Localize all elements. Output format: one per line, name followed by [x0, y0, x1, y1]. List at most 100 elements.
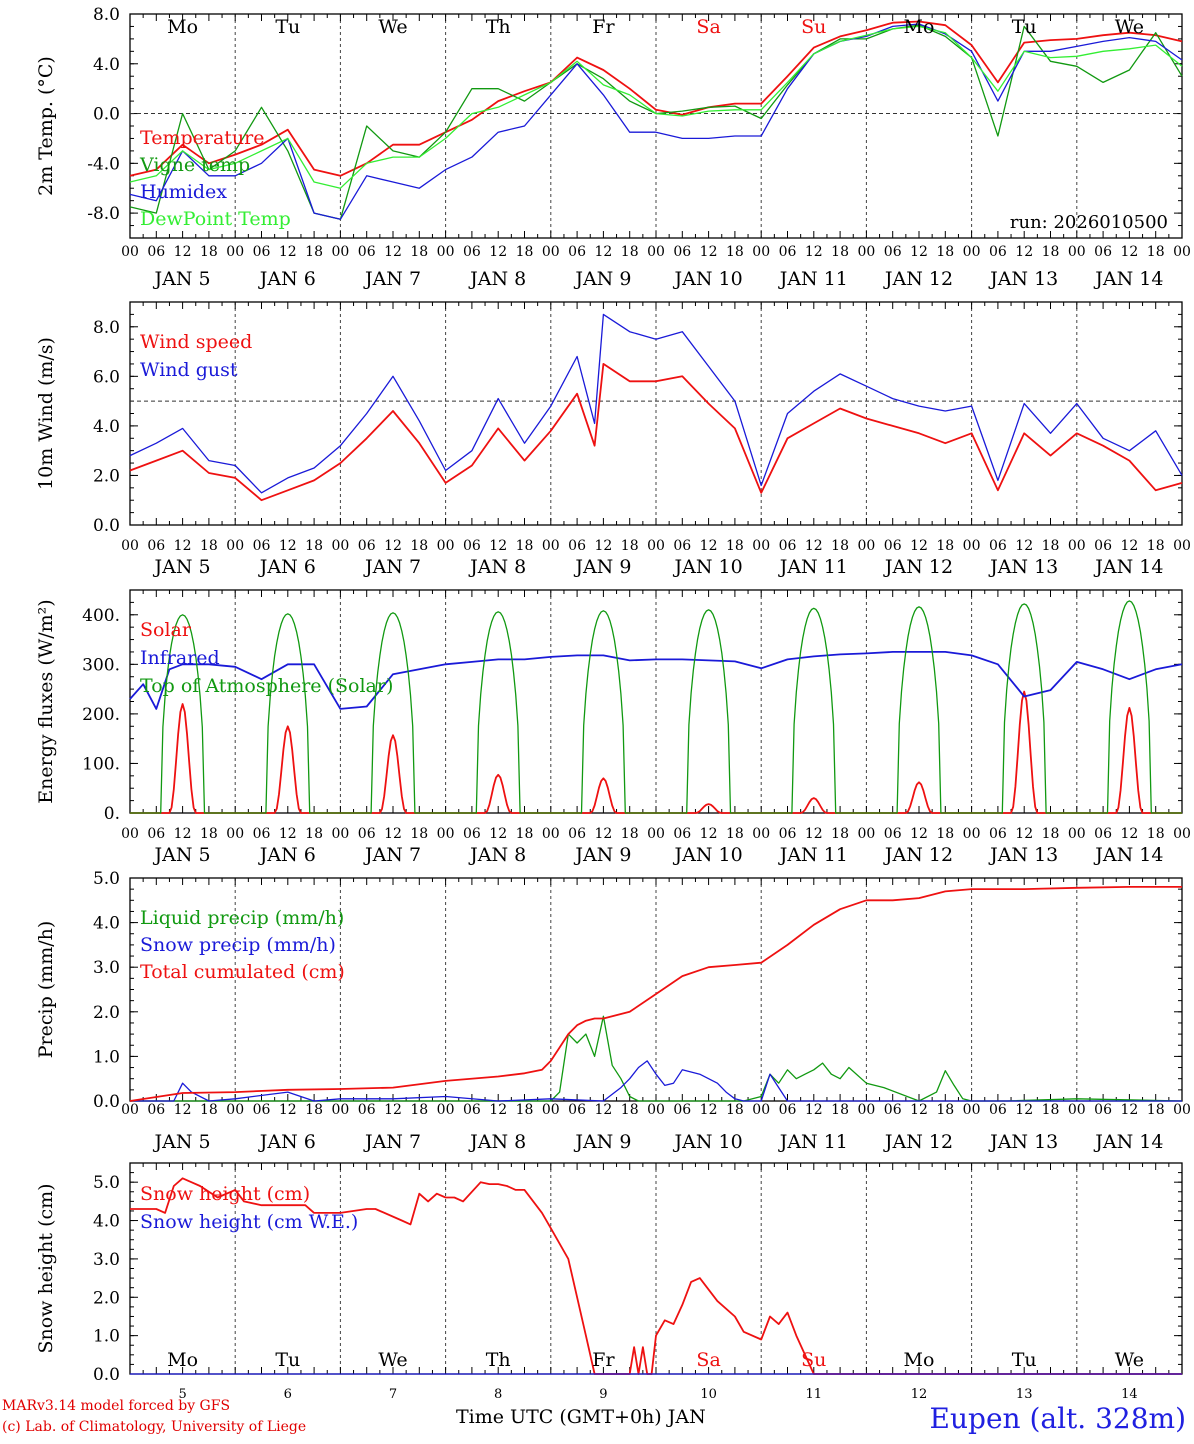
legend-solar: Solar: [140, 619, 192, 641]
hour-tick-label: 06: [358, 1102, 376, 1118]
hour-tick-label: 18: [410, 1102, 428, 1118]
hour-tick-label: 00: [121, 826, 139, 842]
hour-tick-label: 06: [568, 244, 586, 260]
hour-tick-label: 18: [516, 244, 534, 260]
hour-tick-label: 06: [463, 1102, 481, 1118]
date-label: JAN 8: [468, 1131, 526, 1153]
weekday-label: Tu: [275, 16, 300, 38]
hour-tick-label: 00: [1068, 244, 1086, 260]
weekday-label: Tu: [1012, 1349, 1037, 1371]
series-line-wind-gust: [129, 313, 1183, 494]
hour-tick-label: 00: [857, 244, 875, 260]
y-tick-label: 100.: [82, 754, 120, 774]
hour-tick-label: 12: [1015, 1102, 1033, 1118]
date-label: JAN 7: [363, 844, 421, 866]
panel-wind: [129, 301, 1183, 526]
hour-tick-label: 00: [647, 244, 665, 260]
y-tick-label: 1.0: [93, 1327, 120, 1347]
hour-tick-label: 00: [963, 826, 981, 842]
hour-tick-label: 00: [752, 244, 770, 260]
y-tick-label: 4.0: [93, 1212, 120, 1232]
legend-infrared: Infrared: [140, 647, 220, 669]
hour-tick-label: 00: [1068, 1102, 1086, 1118]
y-axis-label: Energy fluxes (W/m²): [35, 599, 57, 803]
hour-tick-label: 06: [673, 1102, 691, 1118]
hour-tick-label: 18: [726, 826, 744, 842]
hour-tick-label: 00: [437, 244, 455, 260]
day-number-label: 8: [494, 1387, 502, 1402]
hour-tick-label: 12: [174, 244, 192, 260]
hour-tick-label: 06: [1094, 1102, 1112, 1118]
hour-tick-label: 18: [1042, 826, 1060, 842]
hour-tick-label: 18: [516, 538, 534, 554]
series-line-snow-precip-mm-h: [130, 1060, 1182, 1102]
weekday-label: Su: [801, 1349, 826, 1371]
hour-tick-label: 00: [121, 538, 139, 554]
hour-tick-label: 12: [1120, 538, 1138, 554]
legend-wind-speed: Wind speed: [140, 331, 252, 353]
weekday-label: Mo: [904, 16, 935, 38]
weekday-label: Su: [801, 16, 826, 38]
hour-tick-label: 18: [726, 1102, 744, 1118]
legend-snow-height-cm-w-e: Snow height (cm W.E.): [140, 1211, 358, 1233]
hour-tick-label: 00: [542, 244, 560, 260]
hour-tick-label: 12: [910, 1102, 928, 1118]
hour-tick-label: 18: [200, 1102, 218, 1118]
panel-snow: [129, 1162, 1183, 1375]
date-label: JAN 11: [778, 268, 848, 290]
panel-energy: [129, 589, 1183, 814]
panel-temp: [129, 13, 1183, 239]
weekday-label: Sa: [696, 16, 720, 38]
hour-tick-label: 18: [1147, 244, 1165, 260]
hour-tick-label: 18: [305, 1102, 323, 1118]
date-label: JAN 5: [153, 1131, 211, 1153]
credit-lab: (c) Lab. of Climatology, University of L…: [2, 1419, 307, 1435]
hour-tick-label: 18: [726, 244, 744, 260]
y-tick-label: 6.0: [93, 367, 120, 387]
hour-tick-label: 06: [989, 538, 1007, 554]
hour-tick-label: 06: [253, 1102, 271, 1118]
hour-tick-label: 12: [700, 538, 718, 554]
hour-tick-label: 18: [305, 538, 323, 554]
hour-tick-label: 00: [1068, 538, 1086, 554]
hour-tick-label: 06: [463, 826, 481, 842]
series-line-liquid-precip-mm-h: [130, 1015, 1183, 1102]
y-tick-label: 5.0: [93, 869, 120, 889]
weekday-label: We: [378, 1349, 407, 1371]
legend-total-cumulated-cm: Total cumulated (cm): [140, 961, 345, 983]
hour-tick-label: 06: [1094, 538, 1112, 554]
y-tick-label: 3.0: [93, 1250, 120, 1270]
hour-tick-label: 06: [568, 1102, 586, 1118]
hour-tick-label: 12: [594, 538, 612, 554]
y-tick-label: 200.: [82, 705, 120, 725]
day-number-label: 14: [1121, 1387, 1138, 1402]
hour-tick-label: 00: [963, 244, 981, 260]
hour-tick-label: 06: [147, 826, 165, 842]
hour-tick-label: 00: [226, 538, 244, 554]
hour-tick-label: 06: [1094, 244, 1112, 260]
hour-tick-label: 12: [489, 826, 507, 842]
weekday-label: Fr: [592, 1349, 615, 1371]
weekday-label: Mo: [904, 1349, 935, 1371]
credit-model: MARv3.14 model forced by GFS: [2, 1398, 231, 1414]
hour-tick-label: 06: [147, 538, 165, 554]
hour-tick-label: 00: [226, 244, 244, 260]
hour-tick-label: 12: [384, 826, 402, 842]
panel-frame: [129, 13, 1183, 239]
hour-tick-label: 18: [936, 1102, 954, 1118]
date-label: JAN 11: [778, 844, 848, 866]
hour-tick-label: 18: [936, 538, 954, 554]
hour-tick-label: 00: [121, 244, 139, 260]
date-label: JAN 8: [468, 268, 526, 290]
hour-tick-label: 06: [358, 244, 376, 260]
hour-tick-label: 12: [805, 1102, 823, 1118]
legend-liquid-precip-mm-h: Liquid precip (mm/h): [140, 907, 344, 929]
panel-frame: [129, 301, 1183, 526]
hour-tick-label: 12: [910, 538, 928, 554]
hour-tick-label: 12: [910, 826, 928, 842]
panel-frame: [129, 589, 1183, 814]
hour-tick-label: 06: [253, 244, 271, 260]
date-label: JAN 6: [258, 844, 316, 866]
hour-tick-label: 00: [963, 538, 981, 554]
hour-tick-label: 00: [437, 538, 455, 554]
